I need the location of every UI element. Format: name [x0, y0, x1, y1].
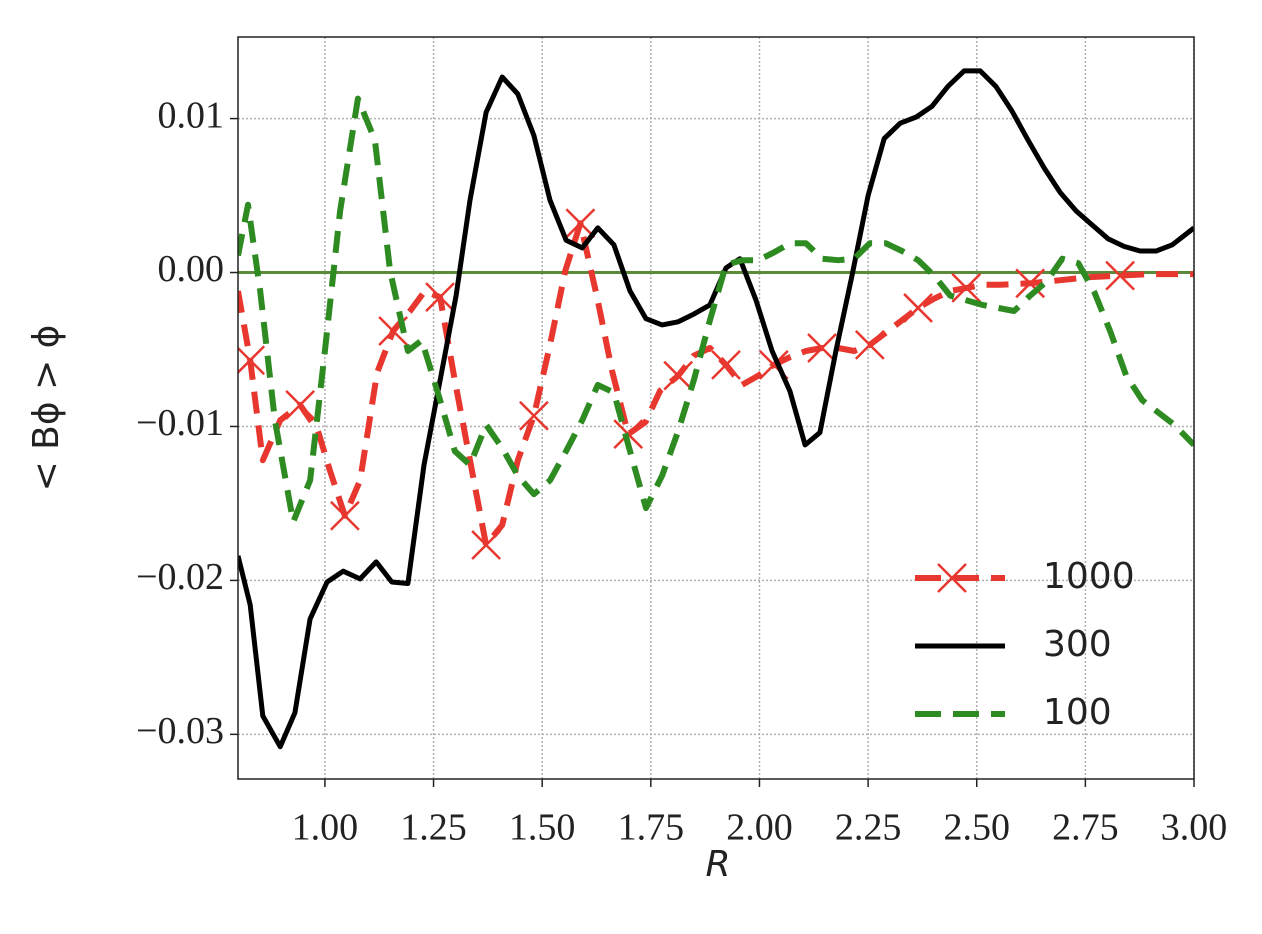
y-axis-label: < Bϕ > ϕ [26, 325, 67, 492]
x-tick-label: 1.50 [509, 807, 576, 849]
legend-label: 1000 [1043, 556, 1135, 597]
series-line [238, 220, 1194, 548]
marker [565, 208, 596, 239]
marker [711, 350, 741, 380]
x-tick-label: 2.00 [726, 807, 793, 849]
marker [903, 293, 933, 323]
marker [285, 390, 316, 420]
marker [937, 563, 967, 593]
x-tick-label: 2.75 [1052, 807, 1119, 849]
x-tick-label: 1.00 [292, 807, 359, 849]
marker [663, 360, 694, 391]
y-tick-label: −0.02 [136, 556, 224, 598]
y-tick-label: −0.01 [136, 402, 224, 444]
series-line [238, 68, 1194, 750]
y-tick-label: 0.00 [158, 248, 225, 290]
plot-area [238, 68, 1194, 750]
marker [807, 333, 837, 363]
marker [519, 400, 549, 431]
marker [425, 282, 455, 313]
marker [1015, 268, 1046, 299]
legend-label: 100 [1043, 692, 1112, 733]
marker [471, 530, 502, 560]
marker [330, 500, 360, 531]
x-tick-label: 3.00 [1161, 807, 1228, 849]
y-tick-label: 0.01 [158, 94, 225, 136]
x-tick-label: 1.75 [618, 807, 685, 849]
marker [854, 330, 885, 360]
series-line [238, 95, 1194, 525]
legend-label: 300 [1043, 624, 1112, 665]
marker [1105, 260, 1136, 291]
x-tick-label: 2.50 [943, 807, 1010, 849]
x-axis-label: R [705, 844, 730, 885]
marker [951, 273, 982, 303]
y-tick-label: −0.03 [136, 710, 224, 752]
marker [238, 345, 266, 376]
plot-frame [237, 36, 1195, 780]
x-tick-label: 1.25 [400, 807, 467, 849]
x-tick-label: 2.25 [835, 807, 902, 849]
